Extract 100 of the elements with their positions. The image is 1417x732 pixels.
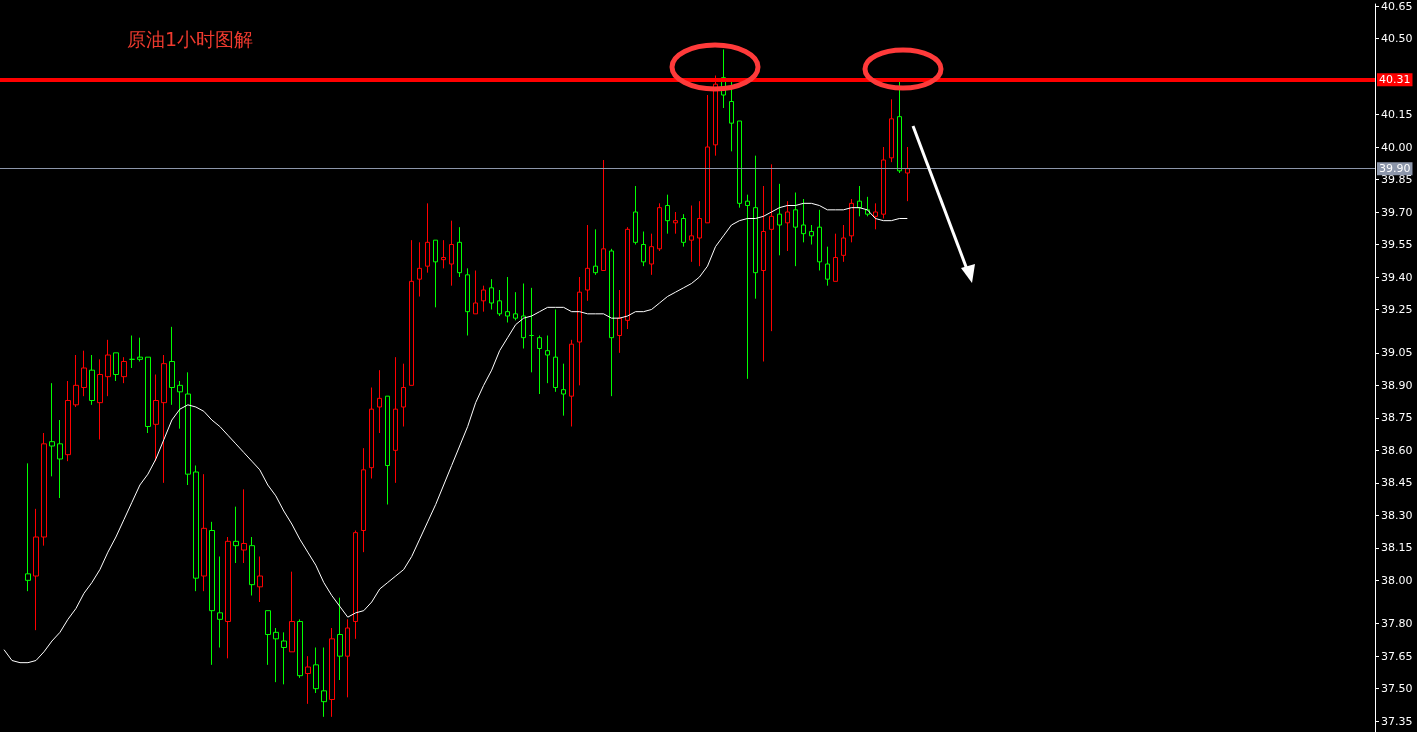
candlestick — [497, 289, 502, 317]
candlestick — [585, 224, 590, 302]
candlestick — [857, 185, 862, 217]
candlestick — [97, 358, 103, 440]
candlestick — [657, 202, 662, 252]
candlestick — [417, 241, 422, 297]
candlestick — [561, 363, 566, 417]
y-tick-label: 39.85 — [1381, 173, 1413, 186]
candlestick — [537, 335, 542, 395]
candlestick — [249, 536, 255, 596]
candlestick — [641, 231, 646, 267]
candlestick — [361, 447, 366, 553]
candlestick — [681, 213, 686, 248]
y-tick-label: 37.50 — [1381, 682, 1413, 696]
y-tick-label: 38.15 — [1381, 541, 1413, 555]
candlestick — [633, 185, 638, 245]
candlestick — [33, 508, 39, 631]
candlestick — [753, 155, 758, 300]
candlestick — [785, 200, 790, 252]
candlestick — [129, 335, 135, 369]
candlestick — [113, 352, 119, 382]
candlestick — [489, 278, 494, 310]
candlestick — [377, 369, 382, 434]
ref-line-label: 40.31 — [1379, 73, 1411, 87]
y-tick-label: 40.65 — [1381, 0, 1413, 13]
y-tick-label: 38.60 — [1381, 443, 1413, 457]
candlestick — [353, 530, 358, 640]
candlestick — [81, 350, 87, 397]
candlestick — [737, 120, 742, 209]
candlestick — [441, 239, 446, 269]
candlestick — [665, 194, 670, 235]
line-series — [3, 202, 908, 664]
y-tick-label: 39.55 — [1381, 238, 1413, 251]
y-tick-label: 38.30 — [1381, 508, 1413, 522]
candlestick — [873, 202, 878, 230]
candlestick — [25, 462, 31, 592]
candlestick — [297, 618, 303, 679]
candlestick — [41, 432, 47, 547]
candlestick — [305, 655, 311, 705]
candlestick — [521, 283, 526, 349]
candlestick — [465, 267, 470, 336]
candlestick — [705, 94, 710, 224]
candlestick — [625, 226, 630, 330]
candlestick — [457, 226, 462, 278]
candlestick — [65, 380, 71, 462]
candlestick — [281, 631, 287, 685]
candlestick — [849, 198, 854, 243]
candlestick — [601, 159, 606, 271]
candlestick — [505, 276, 510, 323]
candlestick — [673, 211, 678, 235]
candlestick — [177, 380, 183, 430]
candlestick — [809, 224, 814, 245]
y-tick-label: 37.80 — [1381, 617, 1413, 631]
candlestick — [145, 356, 151, 434]
candlestick — [193, 465, 199, 592]
candlestick — [337, 597, 343, 681]
y-tick-label: 40.15 — [1381, 108, 1413, 121]
y-tick-label: 39.70 — [1381, 205, 1413, 219]
text: 原油1小时图解 — [127, 27, 254, 50]
candlestick — [769, 163, 774, 332]
candlestick — [409, 239, 414, 386]
candlestick — [513, 291, 518, 321]
candlestick — [553, 309, 558, 393]
y-tick-label: 37.65 — [1381, 649, 1413, 663]
candlestick — [801, 198, 806, 243]
candlestick — [897, 81, 902, 174]
candlestick — [777, 183, 782, 256]
candlestick — [185, 371, 191, 486]
candlestick — [161, 354, 167, 484]
candlestick — [905, 146, 910, 202]
candlestick — [593, 228, 598, 276]
y-tick-label: 38.90 — [1381, 378, 1413, 392]
candlestick — [425, 202, 430, 274]
candlestick — [881, 146, 886, 219]
y-tick-label: 37.35 — [1381, 714, 1413, 728]
candlestick — [321, 647, 327, 718]
candlestick — [225, 536, 231, 659]
candlestick — [841, 224, 846, 263]
candlestick — [201, 473, 207, 592]
candlestick — [449, 220, 454, 287]
candlestick — [833, 233, 838, 282]
y-tick-label: 40.00 — [1381, 140, 1413, 154]
candlestick — [217, 556, 223, 648]
candlestick — [385, 395, 390, 505]
candlestick — [793, 192, 798, 267]
y-tick-label: 38.75 — [1381, 411, 1413, 425]
candlestick — [689, 205, 694, 263]
candlestick — [233, 506, 239, 564]
candlestick — [345, 618, 350, 698]
candlestick — [609, 248, 614, 397]
candlestick — [697, 200, 702, 267]
candlestick — [169, 326, 175, 406]
candlestick — [529, 287, 534, 373]
candlestick — [241, 488, 247, 564]
candlestick — [545, 335, 550, 384]
candlestick — [273, 627, 279, 683]
candlestick — [313, 647, 319, 694]
candlestick — [137, 337, 143, 362]
candlestick — [57, 419, 63, 499]
candlestick — [745, 194, 750, 380]
